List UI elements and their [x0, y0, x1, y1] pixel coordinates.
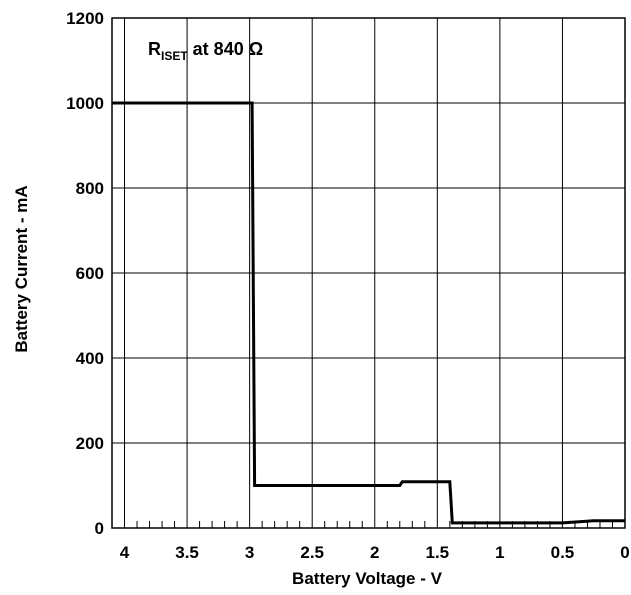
y-tick-label: 600: [76, 264, 104, 283]
grid-lines: [112, 17, 626, 529]
annotation-label: RISET at 840 Ω: [148, 39, 263, 63]
x-tick-label: 1: [495, 543, 504, 562]
x-tick-label: 3.5: [175, 543, 199, 562]
x-axis-title: Battery Voltage - V: [292, 569, 443, 588]
y-tick-label: 200: [76, 434, 104, 453]
annotation-subscript: ISET: [161, 49, 188, 63]
annotation-rest: at 840 Ω: [188, 39, 263, 59]
annotation-main: R: [148, 39, 161, 59]
series-group: [112, 101, 625, 525]
y-tick-label: 800: [76, 179, 104, 198]
y-tick-label: 400: [76, 349, 104, 368]
x-tick-label: 1.5: [425, 543, 449, 562]
y-tick-label: 0: [95, 519, 104, 538]
y-tick-label: 1000: [66, 94, 104, 113]
plot-border: [111, 17, 626, 529]
x-tick-label: 4: [120, 543, 130, 562]
plot-frame: [111, 17, 626, 529]
x-tick-label: 0: [620, 543, 629, 562]
x-tick-label: 3: [245, 543, 254, 562]
x-tick-label: 2: [370, 543, 379, 562]
y-axis-title: Battery Current - mA: [12, 185, 31, 352]
series-line: [112, 101, 625, 525]
y-tick-label: 1200: [66, 9, 104, 28]
x-tick-label: 0.5: [551, 543, 575, 562]
tick-labels: 4 3.5 3 2.5 2 1.5 1 0.5 0 0 200 400 600 800 1000 1200: [66, 9, 630, 562]
x-tick-label: 2.5: [300, 543, 324, 562]
